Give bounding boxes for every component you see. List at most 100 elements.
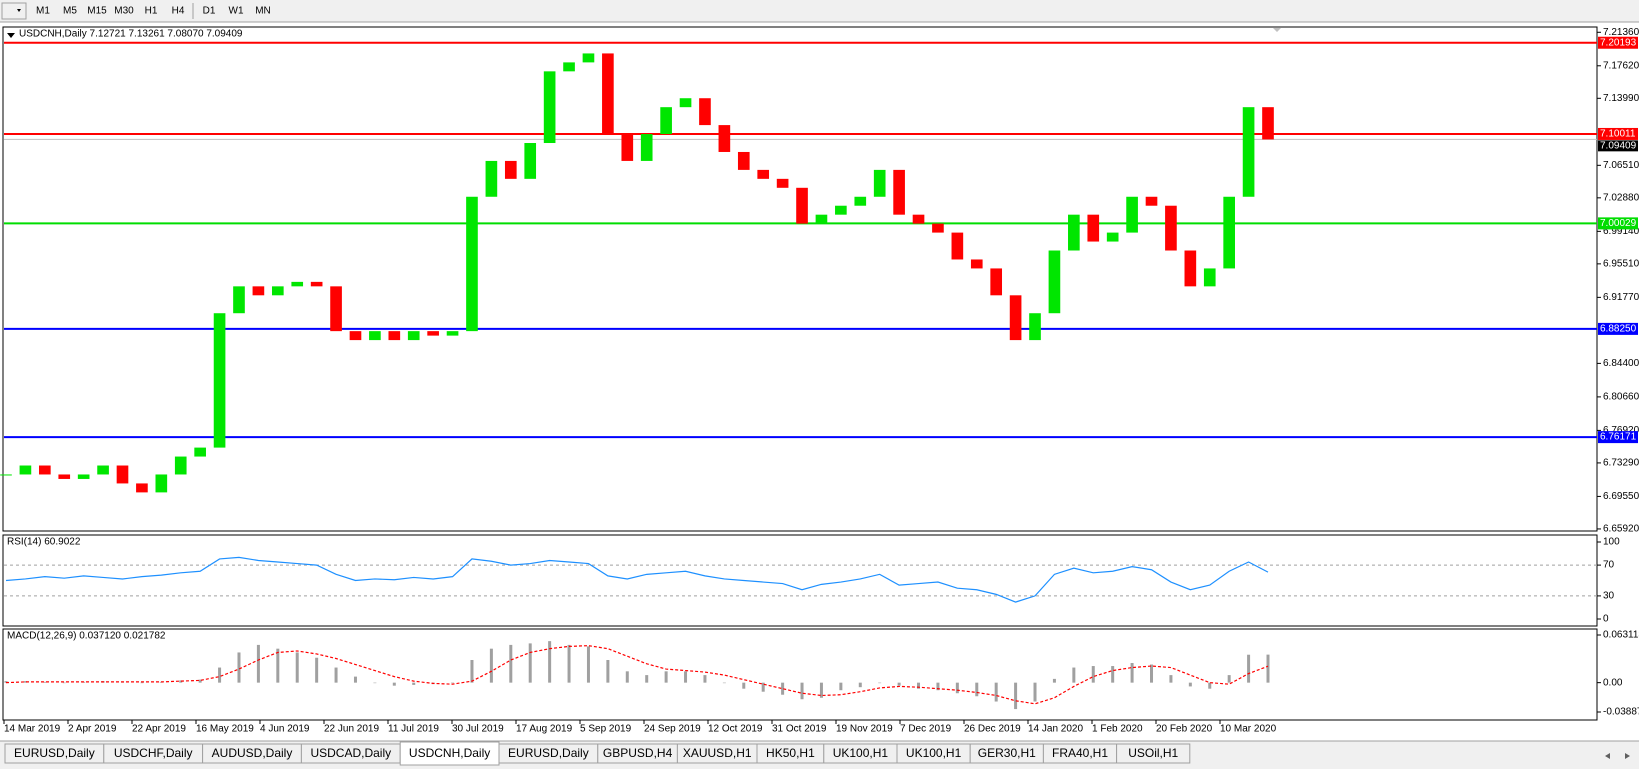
y-tick-label: 30 [1603, 591, 1615, 602]
candle [1068, 214, 1080, 251]
candle [1242, 107, 1255, 197]
timeframe-label: M1 [36, 6, 50, 17]
macd-bar [412, 682, 416, 685]
candle [873, 169, 886, 197]
tab-label: EURUSD,Daily [508, 746, 589, 760]
level-label: 6.88250 [1600, 324, 1637, 335]
dropdown[interactable] [1, 2, 27, 20]
tab-label: EURUSD,Daily [14, 746, 95, 760]
toolbar [0, 0, 1639, 22]
tab-label: AUDUSD,Daily [212, 746, 293, 760]
tab-label: USOil,H1 [1128, 746, 1178, 760]
x-tick-label: 1 Feb 2020 [1092, 724, 1143, 735]
candle [19, 465, 32, 475]
y-tick-label: 6.91770 [1603, 292, 1639, 303]
candle [970, 259, 983, 269]
macd-panel [2, 628, 1598, 721]
x-tick-label: 26 Dec 2019 [964, 724, 1021, 735]
x-tick-label: 7 Dec 2019 [900, 724, 952, 735]
x-tick-label: 12 Oct 2019 [708, 724, 763, 735]
candle [932, 223, 944, 233]
y-tick-label: 7.13990 [1603, 93, 1639, 104]
x-tick-label: 16 May 2019 [196, 724, 254, 735]
rsi-panel [2, 534, 1598, 627]
macd-bar [140, 682, 144, 684]
level-label-box [1598, 217, 1638, 230]
candle [815, 214, 828, 224]
y-tick-label: 6.80660 [1603, 392, 1639, 403]
tab-label: UK100,H1 [906, 746, 962, 760]
macd-bar [276, 648, 280, 683]
tab-scroll-right[interactable] [1625, 753, 1630, 759]
macd-bar [528, 643, 532, 683]
y-tick-label: 7.21360 [1603, 27, 1639, 38]
x-tick-label: 20 Feb 2020 [1156, 724, 1213, 735]
candle [1106, 232, 1119, 242]
macd-bar [625, 671, 629, 683]
timeframe-button[interactable] [250, 2, 276, 20]
x-tick-label: 22 Jun 2019 [324, 724, 379, 735]
macd-bar [800, 682, 804, 700]
tab-label: UK100,H1 [833, 746, 889, 760]
macd-bar [509, 644, 513, 683]
macd-bar [43, 681, 47, 683]
y-tick-label: 0.063113 [1603, 630, 1639, 641]
candle [97, 465, 109, 475]
macd-bar [470, 660, 474, 683]
timeframe-button[interactable] [138, 2, 164, 20]
candle [58, 474, 71, 479]
tab-label: USDCNH,Daily [409, 746, 490, 760]
y-tick-label: 0 [1603, 614, 1609, 625]
x-tick-label: 5 Sep 2019 [580, 724, 632, 735]
macd-bar [1072, 667, 1076, 683]
timeframe-label: D1 [203, 6, 216, 17]
macd-bar [955, 682, 959, 694]
tab-label: XAUUSD,H1 [683, 746, 752, 760]
level-label-box [1598, 127, 1638, 140]
candle [660, 107, 672, 135]
x-tick-label: 2 Apr 2019 [68, 724, 117, 735]
timeframe-button[interactable] [165, 2, 191, 20]
macd-bar [1091, 666, 1095, 683]
tab-label: FRA40,H1 [1052, 746, 1108, 760]
tab-scroll-left[interactable] [1605, 753, 1610, 759]
candle [776, 178, 789, 188]
candle [640, 134, 653, 161]
timeframe-button[interactable] [223, 2, 249, 20]
candle [621, 134, 634, 161]
tab[interactable] [1116, 743, 1191, 764]
price-label-box [1598, 140, 1638, 152]
timeframe-button[interactable] [30, 2, 56, 20]
tab-label: USDCHF,Daily [114, 746, 193, 760]
y-tick-label: 7.02880 [1603, 192, 1639, 203]
x-tick-label: 10 Mar 2020 [1220, 724, 1277, 735]
y-tick-label: 6.76920 [1603, 425, 1639, 436]
tab-label: USDCAD,Daily [310, 746, 391, 760]
level-label-box [1598, 431, 1638, 444]
timeframe-button[interactable] [84, 2, 110, 20]
candle [194, 447, 206, 457]
panel-title: RSI(14) 60.9022 [7, 537, 81, 548]
macd-bar [1188, 682, 1192, 687]
timeframe-button[interactable] [57, 2, 83, 20]
y-tick-label: 7.17620 [1603, 60, 1639, 71]
shift-marker [1273, 28, 1281, 32]
x-tick-label: 11 Jul 2019 [388, 724, 439, 735]
level-label-box [1598, 322, 1638, 335]
macd-bar [198, 679, 202, 683]
timeframe-button[interactable] [111, 2, 137, 20]
candle [369, 331, 381, 341]
macd-bar [567, 644, 571, 683]
signal-line [5, 645, 1269, 705]
x-tick-label: 14 Jan 2020 [1028, 724, 1083, 735]
macd-bar [917, 682, 921, 689]
timeframe-button[interactable] [196, 2, 222, 20]
macd-bar [1169, 675, 1173, 683]
candle [582, 53, 595, 63]
timeframe-label: M15 [87, 6, 107, 17]
macd-bar [179, 680, 183, 683]
candle [1262, 107, 1274, 140]
macd-bar [334, 667, 338, 683]
macd-bar [684, 671, 688, 683]
macd-bar [781, 682, 785, 695]
